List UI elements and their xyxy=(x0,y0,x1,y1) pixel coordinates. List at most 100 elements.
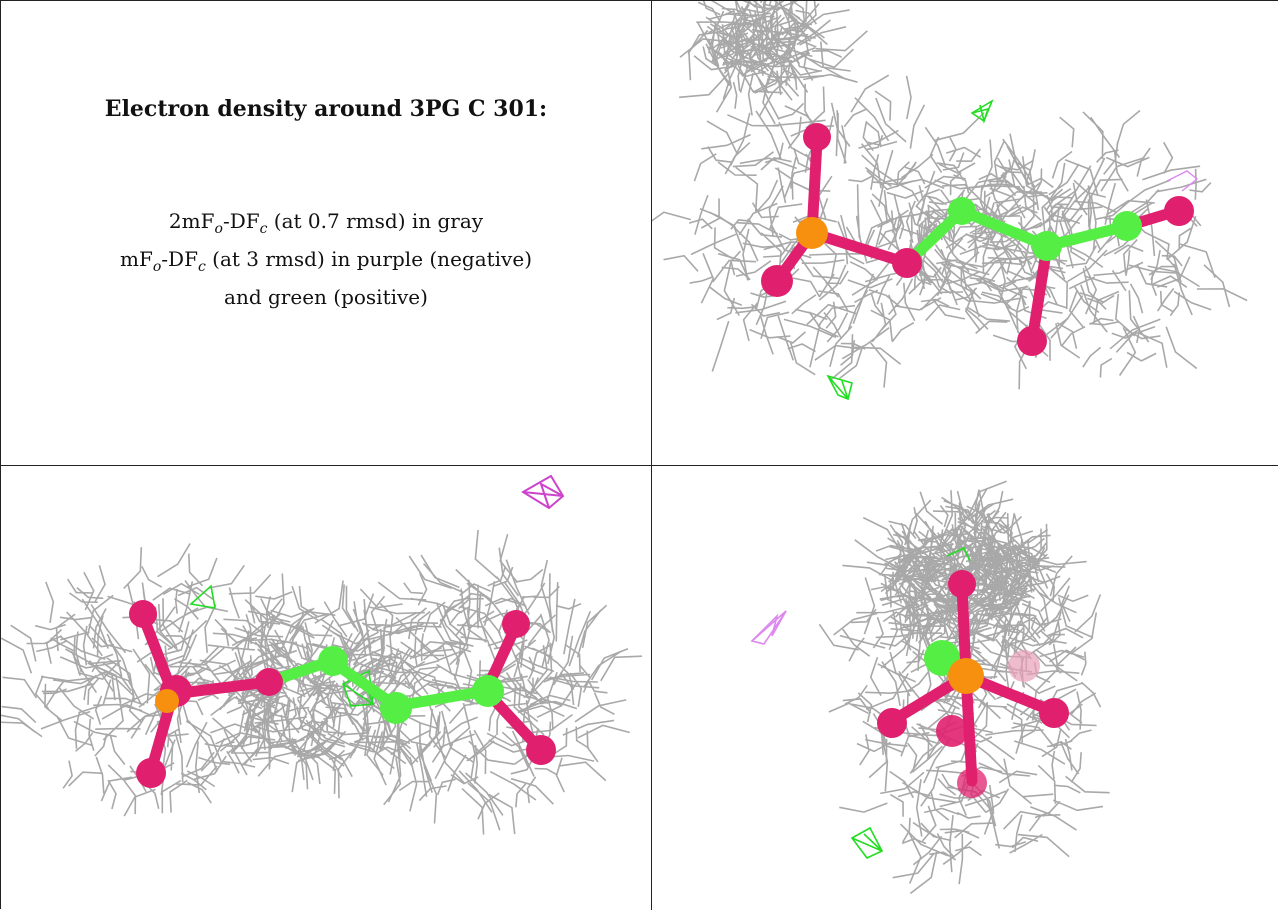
mesh-segment xyxy=(1058,595,1089,601)
mesh-segment xyxy=(890,795,903,817)
view-top-right xyxy=(652,1,1278,465)
mesh-segment xyxy=(1054,785,1080,793)
mesh-segment xyxy=(1071,693,1096,715)
mesh-segment xyxy=(255,592,292,599)
mesh-segment xyxy=(1091,117,1120,157)
mesh-segment xyxy=(1081,682,1100,707)
mesh-segment xyxy=(270,619,315,638)
view-bottom-left xyxy=(1,466,651,910)
mesh-segment xyxy=(475,530,497,579)
mesh-segment xyxy=(858,184,860,238)
mesh-segment xyxy=(188,721,217,772)
mesh-segment xyxy=(448,755,466,791)
mesh-segment xyxy=(913,823,937,838)
mesh-segment xyxy=(902,641,919,671)
mesh-segment xyxy=(976,321,1008,333)
mesh-segment xyxy=(516,570,543,582)
mesh-segment xyxy=(545,675,591,680)
mesh-segment xyxy=(1156,179,1207,192)
mesh-segment xyxy=(575,700,626,722)
mesh-segment xyxy=(1052,751,1054,779)
mesh-segment xyxy=(850,262,877,281)
mesh-segment xyxy=(95,734,107,757)
mesh-segment xyxy=(829,703,869,713)
mesh-segment xyxy=(839,803,887,812)
mesh-segment xyxy=(1166,327,1197,369)
column-divider xyxy=(651,1,652,910)
mesh-segment xyxy=(853,274,873,324)
mesh-segment xyxy=(1151,250,1160,280)
mesh-segment xyxy=(848,175,873,181)
mesh-segment xyxy=(110,735,124,764)
mesh-segment xyxy=(587,731,598,762)
mesh-segment xyxy=(1016,724,1025,754)
mesh-segment xyxy=(60,617,92,619)
caption-title: Electron density around 3PG C 301: xyxy=(1,96,651,122)
caption-legend: 2mFo-DFc (at 0.7 rmsd) in gray mFo-DFc (… xyxy=(1,206,651,312)
mesh-segment xyxy=(1053,800,1103,810)
mesh-segment xyxy=(443,646,480,682)
mesh-segment xyxy=(943,841,972,864)
mesh-segment xyxy=(583,605,607,648)
mesh-segment xyxy=(734,82,737,109)
mesh-segment xyxy=(559,762,606,780)
mesh-segment xyxy=(1142,166,1200,180)
mesh-segment xyxy=(664,256,699,272)
mesh-segment xyxy=(1195,169,1196,200)
mesh-segment xyxy=(1070,730,1091,741)
mesh-segment xyxy=(556,604,581,609)
mesh-segment xyxy=(35,625,65,630)
mesh-segment xyxy=(107,658,135,701)
mesh-segment xyxy=(1030,807,1076,830)
mesh-segment xyxy=(1082,652,1086,676)
mesh-segment xyxy=(707,121,737,153)
mesh-segment xyxy=(778,103,804,118)
mesh-segment xyxy=(1131,284,1143,313)
mesh-segment xyxy=(419,786,446,801)
mesh-segment xyxy=(871,657,881,695)
mesh-segment xyxy=(1146,200,1154,257)
mesh-segment xyxy=(887,191,924,198)
mesh-segment xyxy=(69,772,103,786)
mesh-segment xyxy=(985,730,1043,735)
density-view-2 xyxy=(1,466,651,910)
mesh-segment xyxy=(882,295,896,329)
mesh-segment xyxy=(535,769,558,776)
mesh-segment xyxy=(435,744,452,779)
mesh-segment xyxy=(802,260,845,263)
mesh-segment xyxy=(845,685,867,704)
mesh-segment xyxy=(694,154,716,181)
mesh-segment xyxy=(46,582,54,623)
mesh-segment xyxy=(175,731,183,782)
mesh-segment xyxy=(735,301,786,313)
mesh-segment xyxy=(1070,290,1084,327)
mesh-segment xyxy=(955,847,981,856)
mesh-segment xyxy=(1170,293,1179,316)
mesh-segment xyxy=(176,589,177,614)
mesh-segment xyxy=(11,625,36,661)
mesh-segment xyxy=(860,734,869,765)
mesh-segment xyxy=(827,313,847,342)
mesh-segment xyxy=(78,680,110,713)
mesh-segment xyxy=(101,777,131,801)
mesh-segment xyxy=(907,650,924,663)
mesh-segment xyxy=(96,757,104,794)
mesh-segment xyxy=(995,842,1026,847)
mesh-segment xyxy=(1071,752,1081,782)
mesh-segment xyxy=(404,583,423,594)
mesh-segment xyxy=(712,321,728,371)
mesh-segment xyxy=(258,751,300,776)
mesh-segment xyxy=(1023,794,1053,797)
density-view-1 xyxy=(652,1,1278,465)
density-view-3 xyxy=(652,466,1278,910)
mesh-segment xyxy=(819,624,858,650)
mesh-segment xyxy=(1024,186,1041,221)
mesh-segment xyxy=(1069,192,1089,222)
mesh-segment xyxy=(95,729,140,730)
mesh-segment xyxy=(679,73,729,98)
mesh-segment xyxy=(124,789,155,816)
mesh-segment xyxy=(819,176,832,218)
mesh-segment xyxy=(1,722,42,736)
mesh-segment xyxy=(441,734,475,747)
